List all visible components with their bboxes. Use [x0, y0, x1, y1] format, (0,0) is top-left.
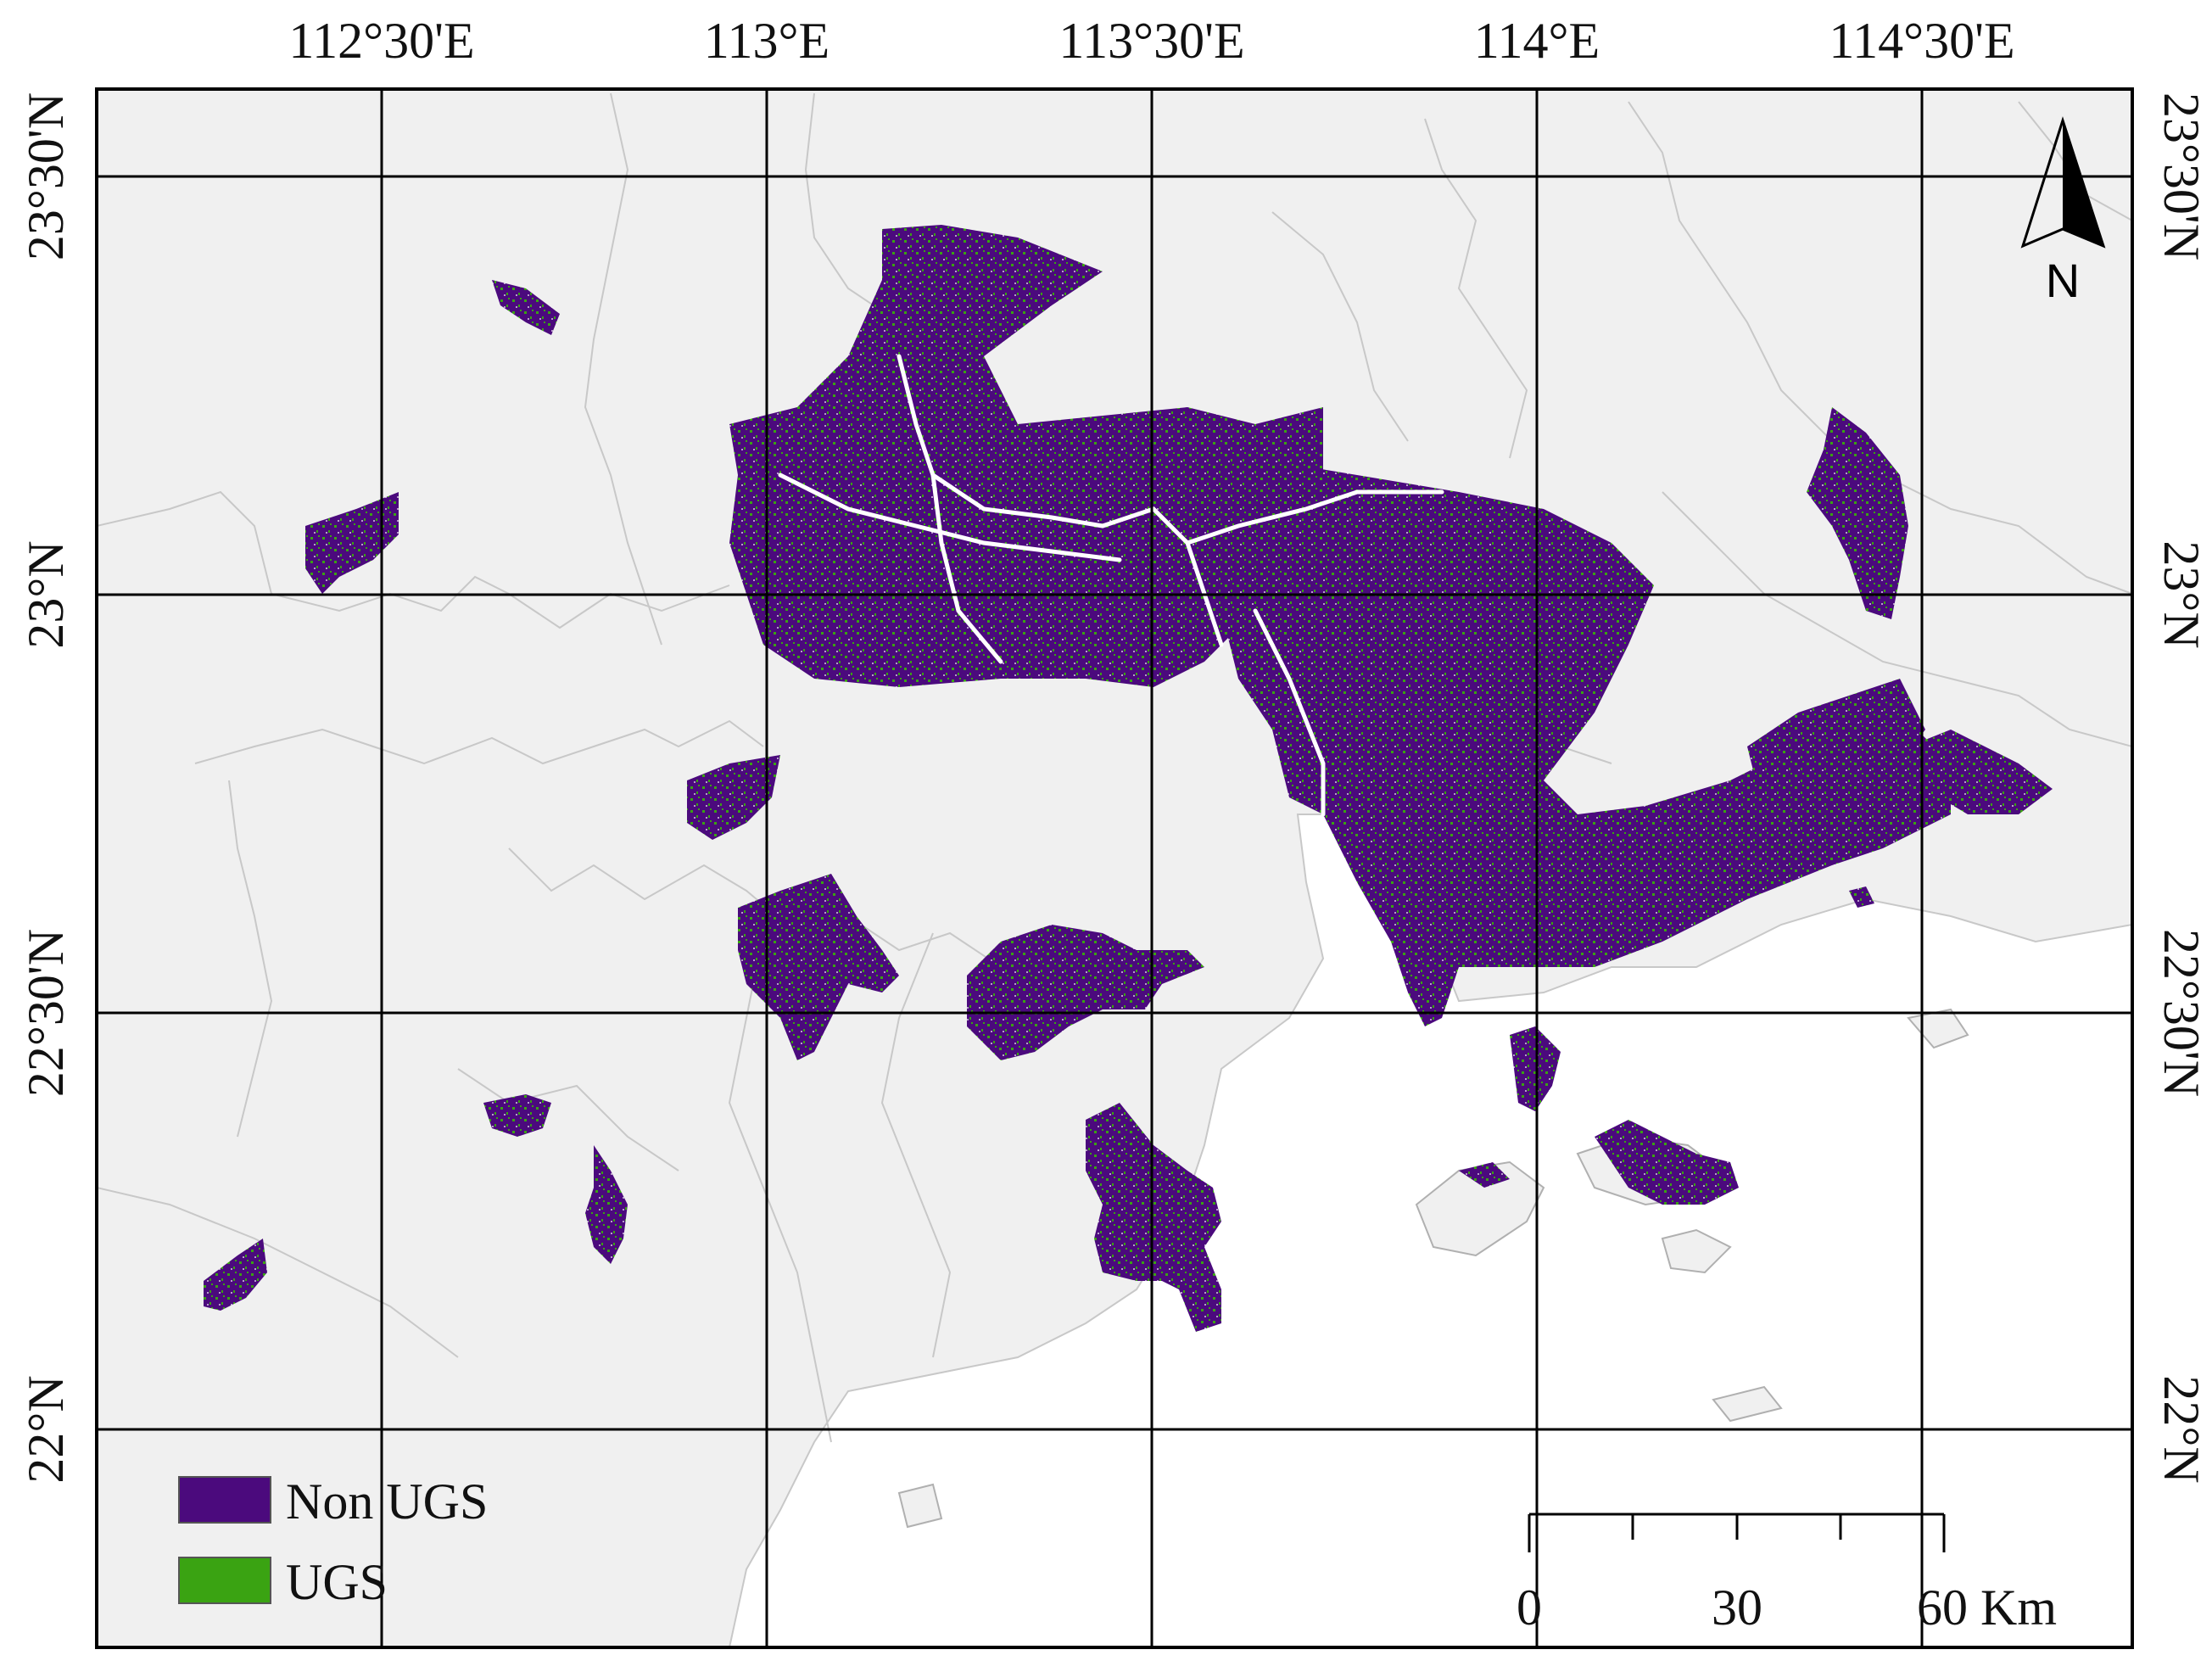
- urban-patch-zhuhai: [1086, 1103, 1221, 1332]
- lat-label-right: 23°30'N: [2153, 92, 2209, 260]
- latitude-labels-right: 23°30'N 23°N 22°30'N 22°N: [2153, 92, 2209, 1484]
- legend: Non UGS UGS: [178, 1473, 488, 1610]
- urban-patch-hk-west: [1459, 1162, 1510, 1188]
- legend-label-ugs: UGS: [286, 1554, 388, 1610]
- map-frame: [95, 87, 2134, 1649]
- lat-label-right: 22°N: [2153, 1375, 2209, 1483]
- rivers: [778, 354, 1444, 817]
- scale-bar-labels: 0 30 60 Km: [1517, 1580, 2057, 1636]
- map-body: [97, 89, 2132, 1647]
- lon-label: 113°E: [704, 13, 830, 69]
- lon-label: 114°E: [1474, 13, 1600, 69]
- legend-label-non-ugs: Non UGS: [286, 1473, 488, 1529]
- urban-patch-zhongshan: [967, 925, 1204, 1060]
- urban-patch-hk-north: [1510, 1026, 1561, 1111]
- scale-label-30: 30: [1712, 1580, 1762, 1636]
- north-arrow-fill: [2063, 120, 2103, 246]
- lat-label-left: 22°30'N: [18, 929, 74, 1097]
- urban-patch-guangzhou-foshan: [729, 225, 1323, 687]
- urban-patch-zhaoqing: [305, 492, 399, 594]
- lon-label: 113°30'E: [1059, 13, 1244, 69]
- urban-patches: [204, 225, 2053, 1332]
- north-arrow: N: [2020, 116, 2106, 307]
- scale-bar: [1528, 1513, 1946, 1552]
- urban-patch-jiangmen-north: [687, 755, 780, 840]
- urban-patch-huizhou-north: [1807, 407, 1908, 619]
- lat-label-right: 22°30'N: [2153, 929, 2209, 1097]
- urban-patch-hk-kowloon: [1595, 1120, 1739, 1205]
- urban-patch-dongguan-shenzhen: [1153, 458, 1951, 1026]
- legend-swatch-non-ugs: [178, 1476, 271, 1524]
- urban-patch-sihui: [492, 280, 560, 335]
- legend-swatch-ugs: [178, 1557, 271, 1604]
- lon-label: 112°30'E: [288, 13, 474, 69]
- lon-label: 114°30'E: [1829, 13, 2014, 69]
- scale-label-0: 0: [1517, 1580, 1542, 1636]
- urban-patch-east-islet: [1849, 886, 1874, 908]
- scale-label-60: 60 Km: [1917, 1580, 2057, 1636]
- island: [1661, 1228, 1732, 1274]
- urban-patch-kaiping: [483, 1094, 551, 1137]
- latitude-labels-left: 23°30'N 23°N 22°30'N 22°N: [18, 92, 74, 1484]
- lat-label-left: 22°N: [18, 1375, 74, 1483]
- island: [897, 1483, 943, 1529]
- lat-label-left: 23°30'N: [18, 92, 74, 260]
- lat-label-right: 23°N: [2153, 540, 2209, 648]
- urban-patch-enping: [585, 1145, 628, 1264]
- island: [1712, 1385, 1783, 1423]
- graticule: [97, 89, 2132, 1647]
- urban-patch-east-coast: [1908, 730, 2053, 814]
- longitude-labels: 112°30'E 113°E 113°30'E 114°E 114°30'E: [288, 13, 2014, 69]
- lat-label-left: 23°N: [18, 540, 74, 648]
- north-arrow-label: N: [2046, 254, 2080, 307]
- urban-patch-taishan: [204, 1239, 267, 1311]
- urban-patch-huizhou-east: [1747, 679, 1925, 814]
